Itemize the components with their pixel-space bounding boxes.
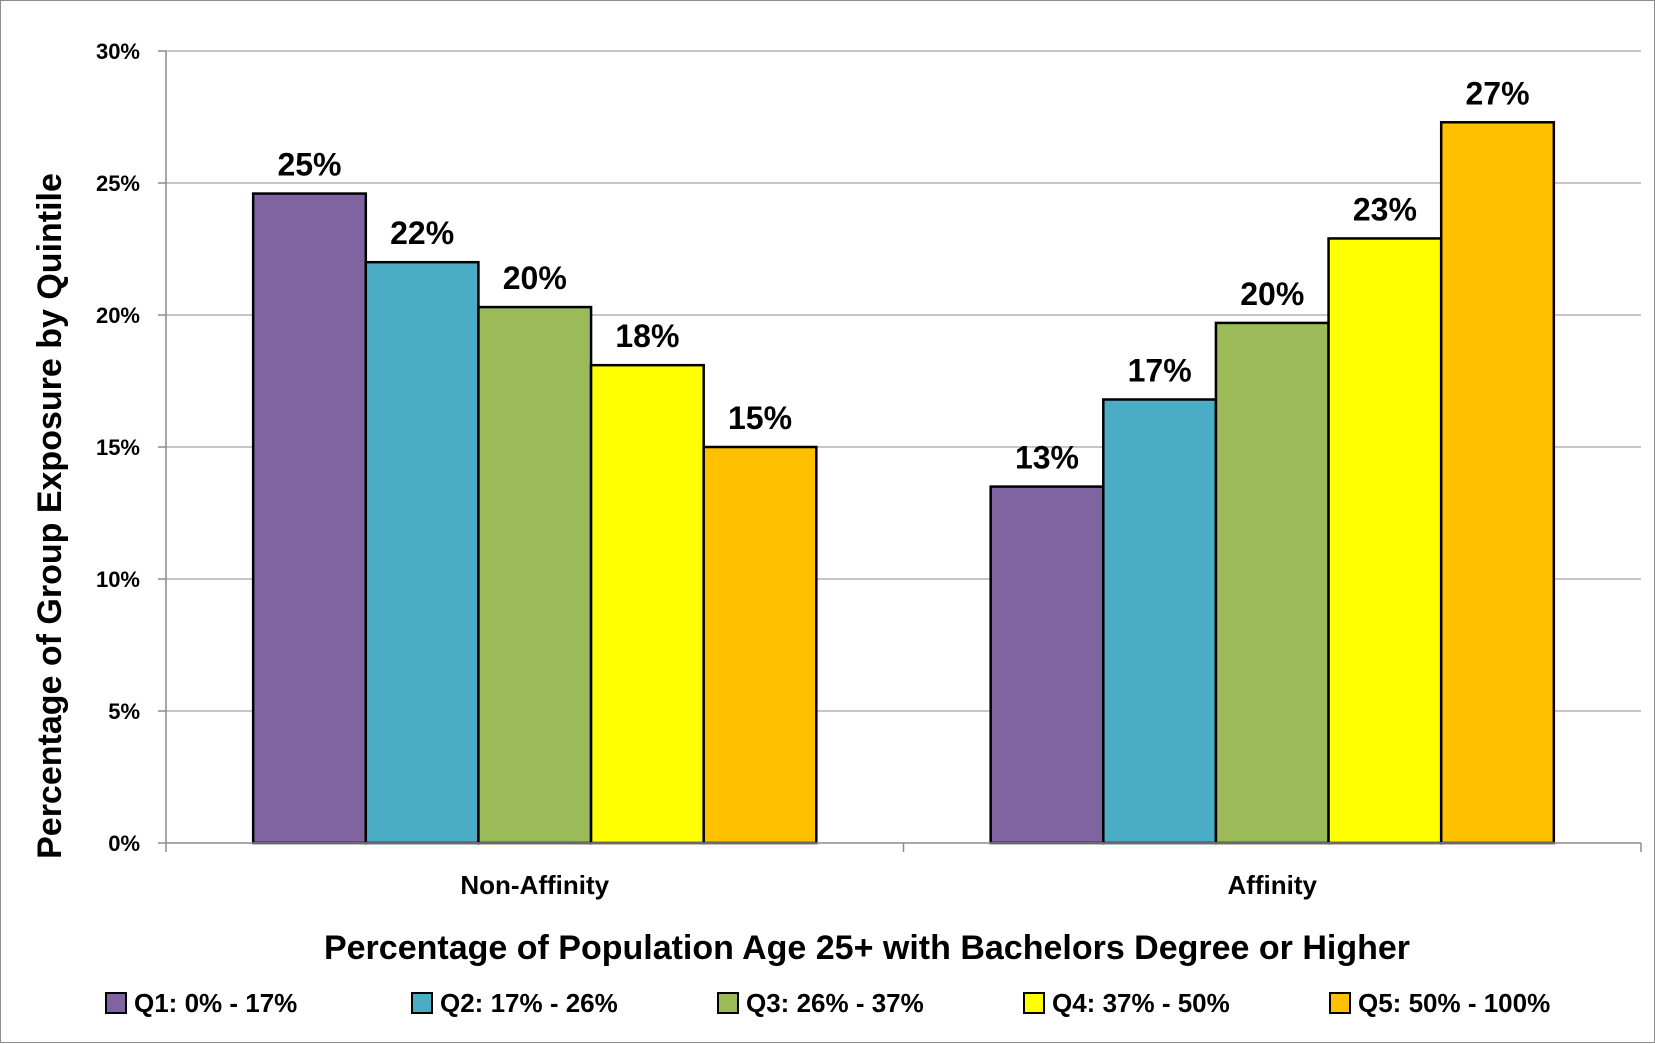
data-label: 25% [277, 147, 341, 183]
y-axis-title: Percentage of Group Exposure by Quintile [31, 173, 69, 859]
bar [1439, 121, 1556, 845]
y-tick-label: 15% [96, 435, 140, 460]
data-label: 23% [1353, 191, 1417, 227]
data-labels: 25% 22% 20% 18% 15% 13% 17% 20% 23% 27% [277, 75, 1529, 475]
category-label: Affinity [1227, 870, 1317, 900]
data-label: 27% [1465, 75, 1529, 111]
y-tick-label: 20% [96, 303, 140, 328]
legend-label: Q2: 17% - 26% [440, 988, 618, 1018]
x-axis-category-labels: Non-Affinity Affinity [460, 870, 1317, 900]
data-label: 20% [503, 260, 567, 296]
legend-swatch [717, 992, 739, 1014]
data-label: 13% [1015, 440, 1079, 476]
y-tick-label: 0% [108, 831, 140, 856]
legend-swatch [1023, 992, 1045, 1014]
category-label: Non-Affinity [460, 870, 609, 900]
data-label: 18% [615, 318, 679, 354]
bars [251, 121, 1556, 845]
legend-swatch [1329, 992, 1351, 1014]
y-tick-label: 10% [96, 567, 140, 592]
data-label: 17% [1128, 352, 1192, 388]
y-axis-tick-labels: 0% 5% 10% 15% 20% 25% 30% [96, 39, 166, 856]
legend: Q1: 0% - 17% Q2: 17% - 26% Q3: 26% - 37% Q4… [105, 988, 1550, 1018]
data-label: 22% [390, 215, 454, 251]
legend-label: Q1: 0% - 17% [134, 988, 297, 1018]
legend-swatch [105, 992, 127, 1014]
x-axis-title: Percentage of Population Age 25+ with Ba… [324, 929, 1410, 967]
bar [251, 192, 368, 845]
bar [477, 305, 593, 845]
y-tick-label: 25% [96, 171, 140, 196]
bar [989, 485, 1105, 845]
data-label: 15% [728, 400, 792, 436]
bar [589, 363, 705, 845]
bar [1327, 237, 1443, 845]
data-label: 20% [1240, 276, 1304, 312]
y-tick-label: 30% [96, 39, 140, 64]
bar [1102, 398, 1218, 845]
legend-label: Q3: 26% - 37% [746, 988, 924, 1018]
bar [1214, 321, 1330, 845]
legend-label: Q4: 37% - 50% [1052, 988, 1230, 1018]
axes [165, 51, 1642, 852]
legend-label: Q5: 50% - 100% [1358, 988, 1550, 1018]
legend-swatch [411, 992, 433, 1014]
bar [702, 445, 818, 845]
bar [364, 260, 480, 845]
y-tick-label: 5% [108, 699, 140, 724]
